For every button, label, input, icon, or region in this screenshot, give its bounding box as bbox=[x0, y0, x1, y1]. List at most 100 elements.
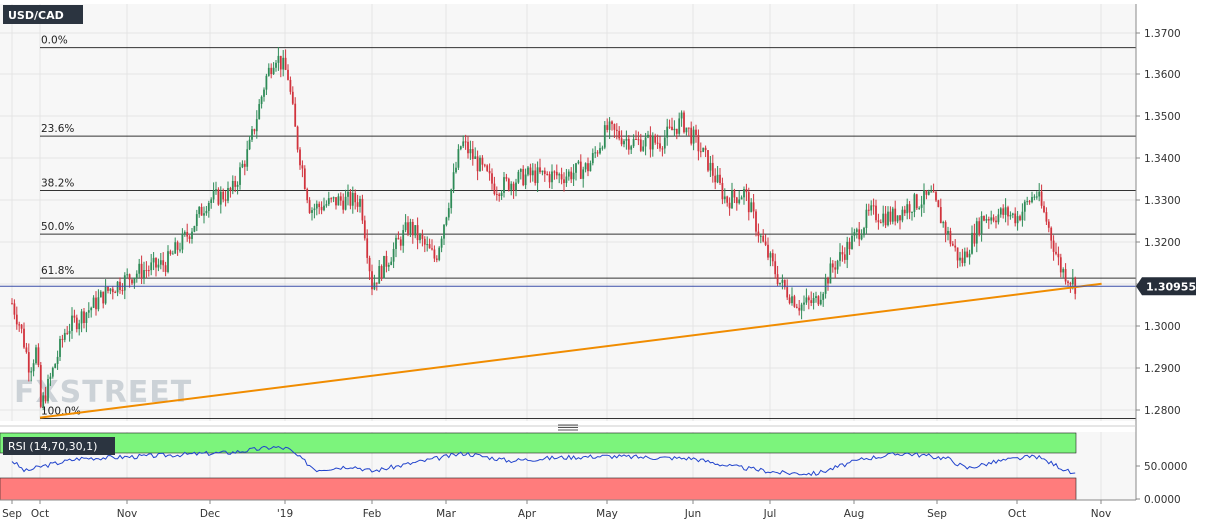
candle-body-369 bbox=[896, 215, 899, 222]
candle-body-80 bbox=[203, 213, 205, 216]
candle-body-221 bbox=[541, 170, 544, 173]
candle-body-110 bbox=[275, 62, 277, 68]
candle-body-232 bbox=[567, 171, 570, 177]
candle-body-41 bbox=[109, 288, 112, 291]
candle-body-218 bbox=[534, 170, 537, 184]
candle-body-356 bbox=[865, 209, 868, 228]
candle-body-196 bbox=[481, 157, 484, 165]
candle-body-334 bbox=[812, 298, 815, 304]
x-tick-label-7: Apr bbox=[518, 508, 537, 520]
candle-body-325 bbox=[791, 296, 793, 304]
candle-body-123 bbox=[306, 189, 309, 201]
candle-body-265 bbox=[647, 134, 649, 138]
candle-body-159 bbox=[392, 248, 395, 262]
candle-body-106 bbox=[265, 75, 268, 90]
candle-body-72 bbox=[183, 231, 186, 234]
candle-body-186 bbox=[457, 149, 460, 168]
candle-body-307 bbox=[747, 192, 750, 213]
candle-body-223 bbox=[546, 173, 549, 175]
candle-body-141 bbox=[349, 191, 352, 206]
candle-body-286 bbox=[697, 134, 700, 152]
rsi-label: RSI (14,70,30,1) bbox=[8, 440, 97, 453]
candle-body-416 bbox=[1009, 214, 1012, 217]
candle-body-147 bbox=[363, 220, 366, 239]
candle-body-158 bbox=[390, 261, 393, 265]
candle-body-200 bbox=[491, 173, 493, 184]
candle-body-85 bbox=[215, 189, 217, 192]
candle-body-76 bbox=[193, 226, 196, 232]
candle-body-191 bbox=[469, 149, 472, 154]
candle-body-249 bbox=[608, 121, 611, 130]
candle-body-434 bbox=[1052, 240, 1055, 252]
candle-body-140 bbox=[347, 191, 349, 197]
candle-body-324 bbox=[788, 297, 791, 304]
candle-body-322 bbox=[783, 279, 786, 288]
candle-body-118 bbox=[294, 103, 297, 127]
candle-body-100 bbox=[251, 129, 253, 140]
candle-body-310 bbox=[755, 211, 757, 232]
candle-body-23 bbox=[66, 332, 69, 334]
candle-body-69 bbox=[176, 242, 179, 250]
candle-body-233 bbox=[570, 171, 573, 180]
candle-body-353 bbox=[858, 229, 861, 240]
candle-body-60 bbox=[155, 257, 157, 268]
y-tick-label-1: 1.3600 bbox=[1144, 69, 1181, 81]
candles-group bbox=[11, 47, 1077, 411]
candle-body-412 bbox=[999, 208, 1002, 215]
candle-body-346 bbox=[841, 252, 844, 255]
candle-body-207 bbox=[507, 178, 510, 190]
candle-body-362 bbox=[879, 222, 882, 224]
candle-body-292 bbox=[711, 162, 714, 176]
candle-body-303 bbox=[738, 199, 741, 204]
candle-body-368 bbox=[894, 208, 897, 222]
candle-body-264 bbox=[644, 137, 647, 147]
candle-body-115 bbox=[287, 69, 289, 80]
candle-body-19 bbox=[56, 356, 59, 364]
candle-body-136 bbox=[337, 196, 340, 206]
candle-body-111 bbox=[277, 55, 280, 63]
candle-body-273 bbox=[666, 126, 669, 138]
candle-body-150 bbox=[371, 271, 373, 290]
candle-body-21 bbox=[61, 338, 64, 340]
candle-body-183 bbox=[450, 189, 453, 209]
candle-body-357 bbox=[867, 209, 870, 211]
rsi-line bbox=[11, 445, 1076, 477]
candle-body-17 bbox=[51, 367, 54, 377]
symbol-label: USD/CAD bbox=[8, 9, 64, 22]
x-tick-label-13: Oct bbox=[1008, 508, 1026, 520]
candle-body-271 bbox=[661, 148, 664, 150]
candle-body-272 bbox=[663, 137, 666, 149]
candle-body-423 bbox=[1026, 201, 1029, 203]
candle-body-262 bbox=[639, 139, 642, 151]
candle-body-28 bbox=[78, 323, 81, 330]
candle-body-109 bbox=[272, 67, 275, 75]
candle-body-430 bbox=[1043, 205, 1045, 213]
candle-body-5 bbox=[23, 328, 25, 348]
x-tick-label-3: Dec bbox=[200, 508, 221, 520]
x-tick-label-6: Mar bbox=[436, 508, 456, 520]
candle-body-281 bbox=[685, 127, 688, 133]
candle-body-228 bbox=[558, 174, 561, 176]
candle-body-347 bbox=[843, 254, 846, 260]
candle-body-349 bbox=[848, 241, 851, 250]
candle-body-61 bbox=[157, 264, 160, 268]
candle-body-275 bbox=[671, 126, 673, 131]
candle-body-180 bbox=[443, 224, 445, 239]
candle-body-95 bbox=[239, 167, 241, 185]
candle-body-432 bbox=[1047, 221, 1050, 228]
candle-body-26 bbox=[73, 315, 76, 318]
candle-body-247 bbox=[603, 125, 606, 148]
candle-body-256 bbox=[625, 138, 628, 141]
candle-body-88 bbox=[222, 191, 225, 200]
candle-body-239 bbox=[584, 163, 587, 170]
candle-body-411 bbox=[997, 214, 1000, 223]
y-tick-label-3: 1.3400 bbox=[1144, 153, 1181, 165]
candle-body-94 bbox=[236, 184, 239, 187]
candle-body-304 bbox=[740, 197, 743, 200]
candle-body-380 bbox=[923, 190, 925, 205]
candle-body-289 bbox=[704, 147, 707, 151]
current-price-badge bbox=[1136, 277, 1196, 296]
candle-body-175 bbox=[431, 248, 433, 250]
candle-body-0 bbox=[11, 303, 13, 305]
candle-body-393 bbox=[954, 245, 957, 248]
